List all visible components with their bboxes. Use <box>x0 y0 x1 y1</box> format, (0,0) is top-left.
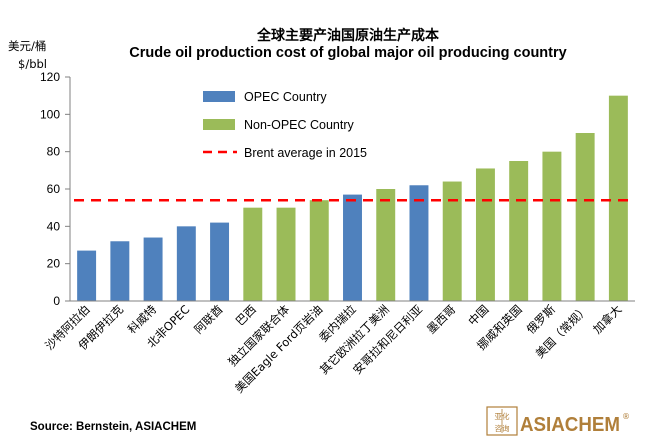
y-axis-label-cn: 美元/桶 <box>8 39 46 53</box>
y-axis-label: $/bbl <box>18 57 47 71</box>
legend-label-non-opec: Non-OPEC Country <box>244 118 355 132</box>
bar-non <box>542 151 562 301</box>
bar-non <box>309 200 329 301</box>
bar-non <box>509 161 529 301</box>
brand-name: ASIACHEM <box>520 414 620 436</box>
chart-title: Crude oil production cost of global majo… <box>129 45 566 61</box>
chart-title-cn: 全球主要产油国原油生产成本 <box>256 27 440 44</box>
asiachem-logo: 亚化 咨询 ASIACHEM ® <box>486 406 630 436</box>
y-tick-label: 100 <box>40 107 60 121</box>
y-tick-label: 120 <box>40 70 60 84</box>
bars <box>77 95 628 302</box>
legend-swatch-non-opec <box>203 119 235 130</box>
legend: OPEC Country Non-OPEC Country Brent aver… <box>203 90 367 160</box>
y-tick-label: 60 <box>47 182 61 196</box>
bar-non <box>243 207 263 301</box>
bar-opec <box>176 226 196 301</box>
bar-opec <box>77 250 97 301</box>
bar-opec <box>409 185 429 301</box>
y-tick-label: 0 <box>53 294 60 308</box>
x-tick-label: 巴西 <box>233 302 259 328</box>
logo-char-top: 亚化 <box>495 411 510 421</box>
bar-non <box>475 168 495 301</box>
legend-label-brent: Brent average in 2015 <box>244 146 367 160</box>
x-tick-label: 阿联酋 <box>191 302 225 336</box>
legend-label-opec: OPEC Country <box>244 90 327 104</box>
brand-registered-mark: ® <box>622 412 630 421</box>
y-tick-label: 20 <box>47 257 61 271</box>
legend-swatch-opec <box>203 91 235 102</box>
bar-opec <box>210 222 230 301</box>
y-tick-label: 40 <box>47 219 61 233</box>
bar-non <box>608 95 628 302</box>
y-tick-label: 80 <box>47 145 61 159</box>
bar-non <box>276 207 296 301</box>
bar-non <box>575 133 595 301</box>
logo-char-bottom: 咨询 <box>495 423 510 433</box>
bar-opec <box>143 237 163 301</box>
bar-non <box>376 189 396 301</box>
x-tick-label: 中国 <box>465 302 491 328</box>
bar-opec <box>110 241 130 301</box>
bar-non <box>442 181 462 301</box>
bar-opec <box>343 194 362 301</box>
x-tick-label: 加拿大 <box>590 302 625 337</box>
x-tick-label: 墨西哥 <box>424 302 458 336</box>
source-note: Source: Bernstein, ASIACHEM <box>30 421 196 433</box>
y-axis: 0 20 40 60 80 100 120 <box>40 70 70 308</box>
